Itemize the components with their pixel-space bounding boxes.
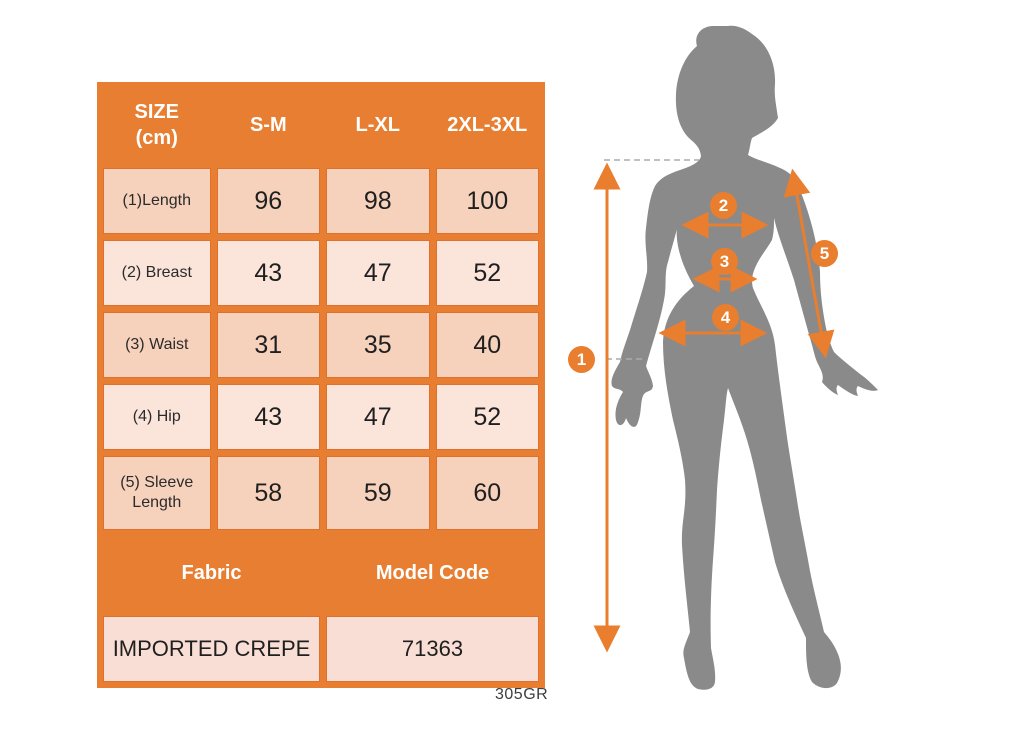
waist-2xl-3xl: 40 bbox=[435, 312, 539, 378]
row-label-breast: (2) Breast bbox=[103, 240, 211, 306]
waist-l-xl: 35 bbox=[326, 312, 430, 378]
table-row: (5) Sleeve Length 58 59 60 bbox=[103, 456, 539, 530]
row-label-hip: (4) Hip bbox=[103, 384, 211, 450]
table-row: (2) Breast 43 47 52 bbox=[103, 240, 539, 306]
header-size-cm: SIZE (cm) bbox=[103, 88, 211, 162]
table-row: (1)Length 96 98 100 bbox=[103, 168, 539, 234]
body-silhouette-shape bbox=[611, 25, 878, 690]
size-chart-table: SIZE (cm) S-M L-XL 2XL-3XL (1)Length 96 … bbox=[97, 82, 545, 688]
table-footer-header-row: Fabric Model Code bbox=[103, 536, 539, 610]
table-footer-value-row: IMPORTED CREPE 71363 bbox=[103, 616, 539, 682]
table-row: (4) Hip 43 47 52 bbox=[103, 384, 539, 450]
model-code-header: Model Code bbox=[326, 536, 539, 610]
length-2xl-3xl: 100 bbox=[435, 168, 539, 234]
row-label-sleeve-length: (5) Sleeve Length bbox=[103, 456, 211, 530]
table-row: (3) Waist 31 35 40 bbox=[103, 312, 539, 378]
marker-badge-breast: 2 bbox=[710, 192, 737, 219]
waist-s-m: 31 bbox=[216, 312, 321, 378]
header-size-line1: SIZE bbox=[134, 101, 179, 123]
page-code: 305GR bbox=[495, 686, 549, 703]
length-l-xl: 98 bbox=[326, 168, 430, 234]
marker-badge-sleeve: 5 bbox=[811, 240, 838, 267]
table-header-row: SIZE (cm) S-M L-XL 2XL-3XL bbox=[103, 88, 539, 162]
fabric-value: IMPORTED CREPE bbox=[103, 616, 321, 682]
header-col-l-xl: L-XL bbox=[326, 88, 430, 162]
sleeve-s-m: 58 bbox=[216, 456, 321, 530]
model-code-value: 71363 bbox=[326, 616, 539, 682]
hip-2xl-3xl: 52 bbox=[435, 384, 539, 450]
hip-s-m: 43 bbox=[216, 384, 321, 450]
fabric-header: Fabric bbox=[103, 536, 321, 610]
sleeve-l-xl: 59 bbox=[326, 456, 430, 530]
breast-l-xl: 47 bbox=[326, 240, 430, 306]
hip-l-xl: 47 bbox=[326, 384, 430, 450]
header-col-s-m: S-M bbox=[216, 88, 321, 162]
breast-s-m: 43 bbox=[216, 240, 321, 306]
header-size-line2: (cm) bbox=[135, 127, 178, 149]
length-s-m: 96 bbox=[216, 168, 321, 234]
sleeve-2xl-3xl: 60 bbox=[435, 456, 539, 530]
row-label-length: (1)Length bbox=[103, 168, 211, 234]
marker-badge-waist: 3 bbox=[711, 248, 738, 275]
header-col-2xl-3xl: 2XL-3XL bbox=[435, 88, 539, 162]
breast-2xl-3xl: 52 bbox=[435, 240, 539, 306]
row-label-waist: (3) Waist bbox=[103, 312, 211, 378]
marker-badge-hip: 4 bbox=[712, 304, 739, 331]
marker-badge-length: 1 bbox=[568, 346, 595, 373]
